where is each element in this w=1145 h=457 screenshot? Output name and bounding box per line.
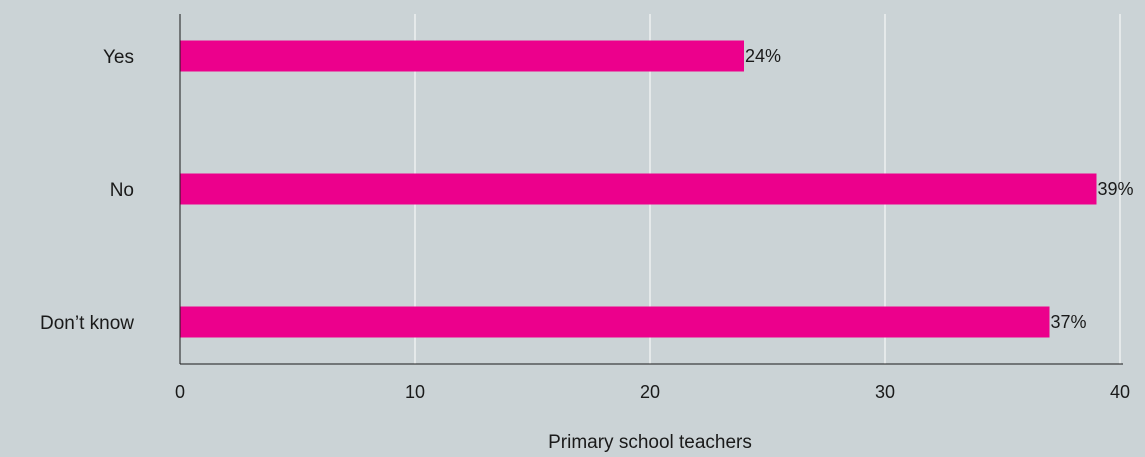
x-axis-title: Primary school teachers xyxy=(548,432,752,453)
category-label-2: Don’t know xyxy=(40,313,134,334)
x-tick-label-40: 40 xyxy=(1110,382,1130,402)
category-label-0: Yes xyxy=(103,47,134,68)
value-label-2: 37% xyxy=(1051,312,1087,332)
bar-2 xyxy=(180,306,1050,338)
bar-0 xyxy=(180,40,744,72)
bar-1 xyxy=(180,173,1097,205)
category-label-1: No xyxy=(110,180,134,201)
bars xyxy=(180,40,1097,338)
labels: Yes 24% No 39% Don’t know 37% 0 10 20 30 40 xyxy=(40,46,1134,402)
x-tick-label-0: 0 xyxy=(175,382,185,402)
x-tick-label-10: 10 xyxy=(405,382,425,402)
value-label-0: 24% xyxy=(745,46,781,66)
axes xyxy=(179,14,1123,365)
x-tick-label-30: 30 xyxy=(875,382,895,402)
x-tick-label-20: 20 xyxy=(640,382,660,402)
value-label-1: 39% xyxy=(1098,179,1134,199)
